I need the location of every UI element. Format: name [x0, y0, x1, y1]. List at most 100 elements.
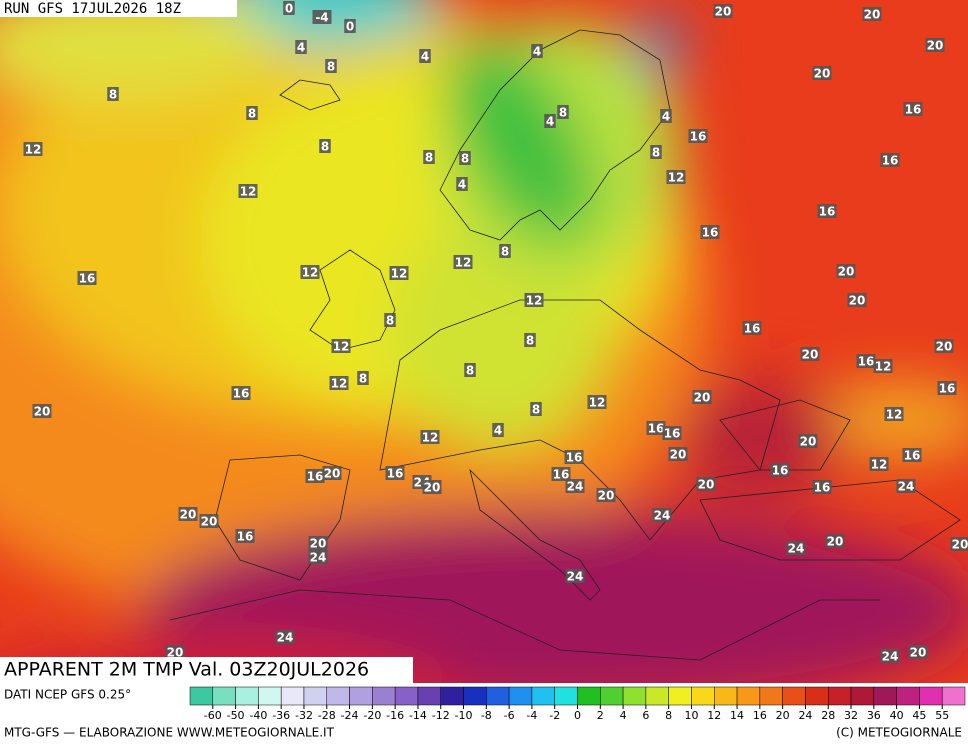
temperature-label: 8	[425, 151, 433, 165]
colorbar-cell	[714, 687, 737, 705]
temperature-label: 20	[814, 67, 831, 81]
temperature-label: 8	[321, 140, 329, 154]
temperature-label: 8	[652, 146, 660, 160]
colorbar-cell	[418, 687, 441, 705]
temperature-label: 4	[546, 115, 554, 129]
colorbar-cell	[372, 687, 395, 705]
colorbar-cell	[304, 687, 327, 705]
colorbar-tick-label: -8	[481, 709, 492, 722]
temperature-label: 20	[838, 265, 855, 279]
temperature-label: 24	[654, 509, 671, 523]
colorbar-cell	[919, 687, 942, 705]
colorbar-tick-label: -6	[504, 709, 515, 722]
colorbar-tick-label: -32	[295, 709, 313, 722]
colorbar-cell	[897, 687, 920, 705]
colorbar-tick-label: -16	[386, 709, 404, 722]
temperature-label: 16	[744, 322, 761, 336]
temperature-label: 20	[694, 391, 711, 405]
colorbar-cell	[350, 687, 373, 705]
colorbar-tick-label: -50	[227, 709, 245, 722]
temperature-label: 20	[927, 39, 944, 53]
temperature-label: 12	[526, 294, 543, 308]
temperature-label: 20	[180, 508, 197, 522]
colorbar-tick-label: -20	[363, 709, 381, 722]
temperature-label: -4	[315, 11, 328, 25]
temperature-label: 16	[307, 470, 324, 484]
temperature-label: 8	[109, 88, 117, 102]
temperature-label: 4	[662, 110, 670, 124]
colorbar-cell	[669, 687, 692, 705]
colorbar-tick-label: 36	[867, 709, 881, 722]
temperature-label: 24	[567, 480, 584, 494]
temperature-label: 0	[285, 2, 293, 16]
temperature-label: 16	[905, 103, 922, 117]
colorbar-tick-label: 10	[684, 709, 698, 722]
temperature-label: 16	[566, 451, 583, 465]
map-title: APPARENT 2M TMP Val. 03Z20JUL2026	[4, 659, 369, 681]
colorbar-cell	[623, 687, 646, 705]
colorbar-tick-label: 6	[642, 709, 649, 722]
temperature-label: 20	[598, 489, 615, 503]
colorbar-cell	[805, 687, 828, 705]
footer-left: MTG-GFS — ELABORAZIONE WWW.METEOGIORNALE…	[4, 726, 335, 740]
colorbar-cell	[532, 687, 555, 705]
temperature-label: 20	[201, 515, 218, 529]
colorbar-cell	[737, 687, 760, 705]
colorbar-tick-label: 0	[574, 709, 581, 722]
temperature-label: 20	[936, 340, 953, 354]
temperature-label: 20	[310, 537, 327, 551]
colorbar-cell	[942, 687, 965, 705]
temperature-label: 8	[532, 403, 540, 417]
temperature-label: 8	[461, 152, 469, 166]
temperature-label: 8	[559, 106, 567, 120]
temperature-label: 16	[79, 272, 96, 286]
temperature-label: 20	[802, 348, 819, 362]
colorbar-tick-label: -4	[526, 709, 537, 722]
colorbar-cell	[327, 687, 350, 705]
temperature-label: 16	[648, 422, 665, 436]
temperature-label: 12	[422, 431, 439, 445]
colorbar-tick-label: 32	[844, 709, 858, 722]
temperature-label: 12	[25, 143, 42, 157]
temperature-label: 24	[788, 542, 805, 556]
temperature-label: 16	[664, 427, 681, 441]
colorbar-cell	[464, 687, 487, 705]
colorbar-tick-label: 14	[730, 709, 744, 722]
colorbar-cell	[486, 687, 509, 705]
colorbar-tick-label: -40	[249, 709, 267, 722]
colorbar-cell	[760, 687, 783, 705]
colorbar: -60-50-40-36-32-28-24-20-16-14-12-10-8-6…	[190, 687, 965, 722]
temperature-label: 12	[391, 267, 408, 281]
colorbar-tick-label: 20	[776, 709, 790, 722]
temperature-label: 12	[333, 340, 350, 354]
temperature-label: 16	[819, 205, 836, 219]
colorbar-cell	[555, 687, 578, 705]
header-title: RUN GFS 17JUL2026 18Z	[4, 1, 181, 17]
temperature-label: 8	[248, 107, 256, 121]
colorbar-cell	[691, 687, 714, 705]
colorbar-cell	[258, 687, 281, 705]
temperature-label: 24	[882, 650, 899, 664]
colorbar-tick-label: -2	[549, 709, 560, 722]
temperature-label: 12	[589, 396, 606, 410]
temperature-label: 8	[466, 364, 474, 378]
temperature-label: 16	[904, 449, 921, 463]
colorbar-tick-label: -10	[455, 709, 473, 722]
colorbar-tick-label: 2	[597, 709, 604, 722]
colorbar-cell	[281, 687, 304, 705]
colorbar-tick-label: 16	[753, 709, 767, 722]
legend-source: DATI NCEP GFS 0.25°	[4, 688, 131, 702]
colorbar-tick-label: -24	[341, 709, 359, 722]
temperature-label: 16	[690, 130, 707, 144]
colorbar-tick-label: 8	[665, 709, 672, 722]
temperature-label: 16	[237, 530, 254, 544]
colorbar-tick-label: 40	[890, 709, 904, 722]
temperature-label: 8	[526, 334, 534, 348]
colorbar-tick-label: 24	[798, 709, 812, 722]
temperature-label: 16	[939, 382, 956, 396]
temperature-label: 20	[715, 5, 732, 19]
colorbar-cell	[190, 687, 213, 705]
colorbar-tick-label: -12	[432, 709, 450, 722]
temperature-label: 0	[346, 20, 354, 34]
